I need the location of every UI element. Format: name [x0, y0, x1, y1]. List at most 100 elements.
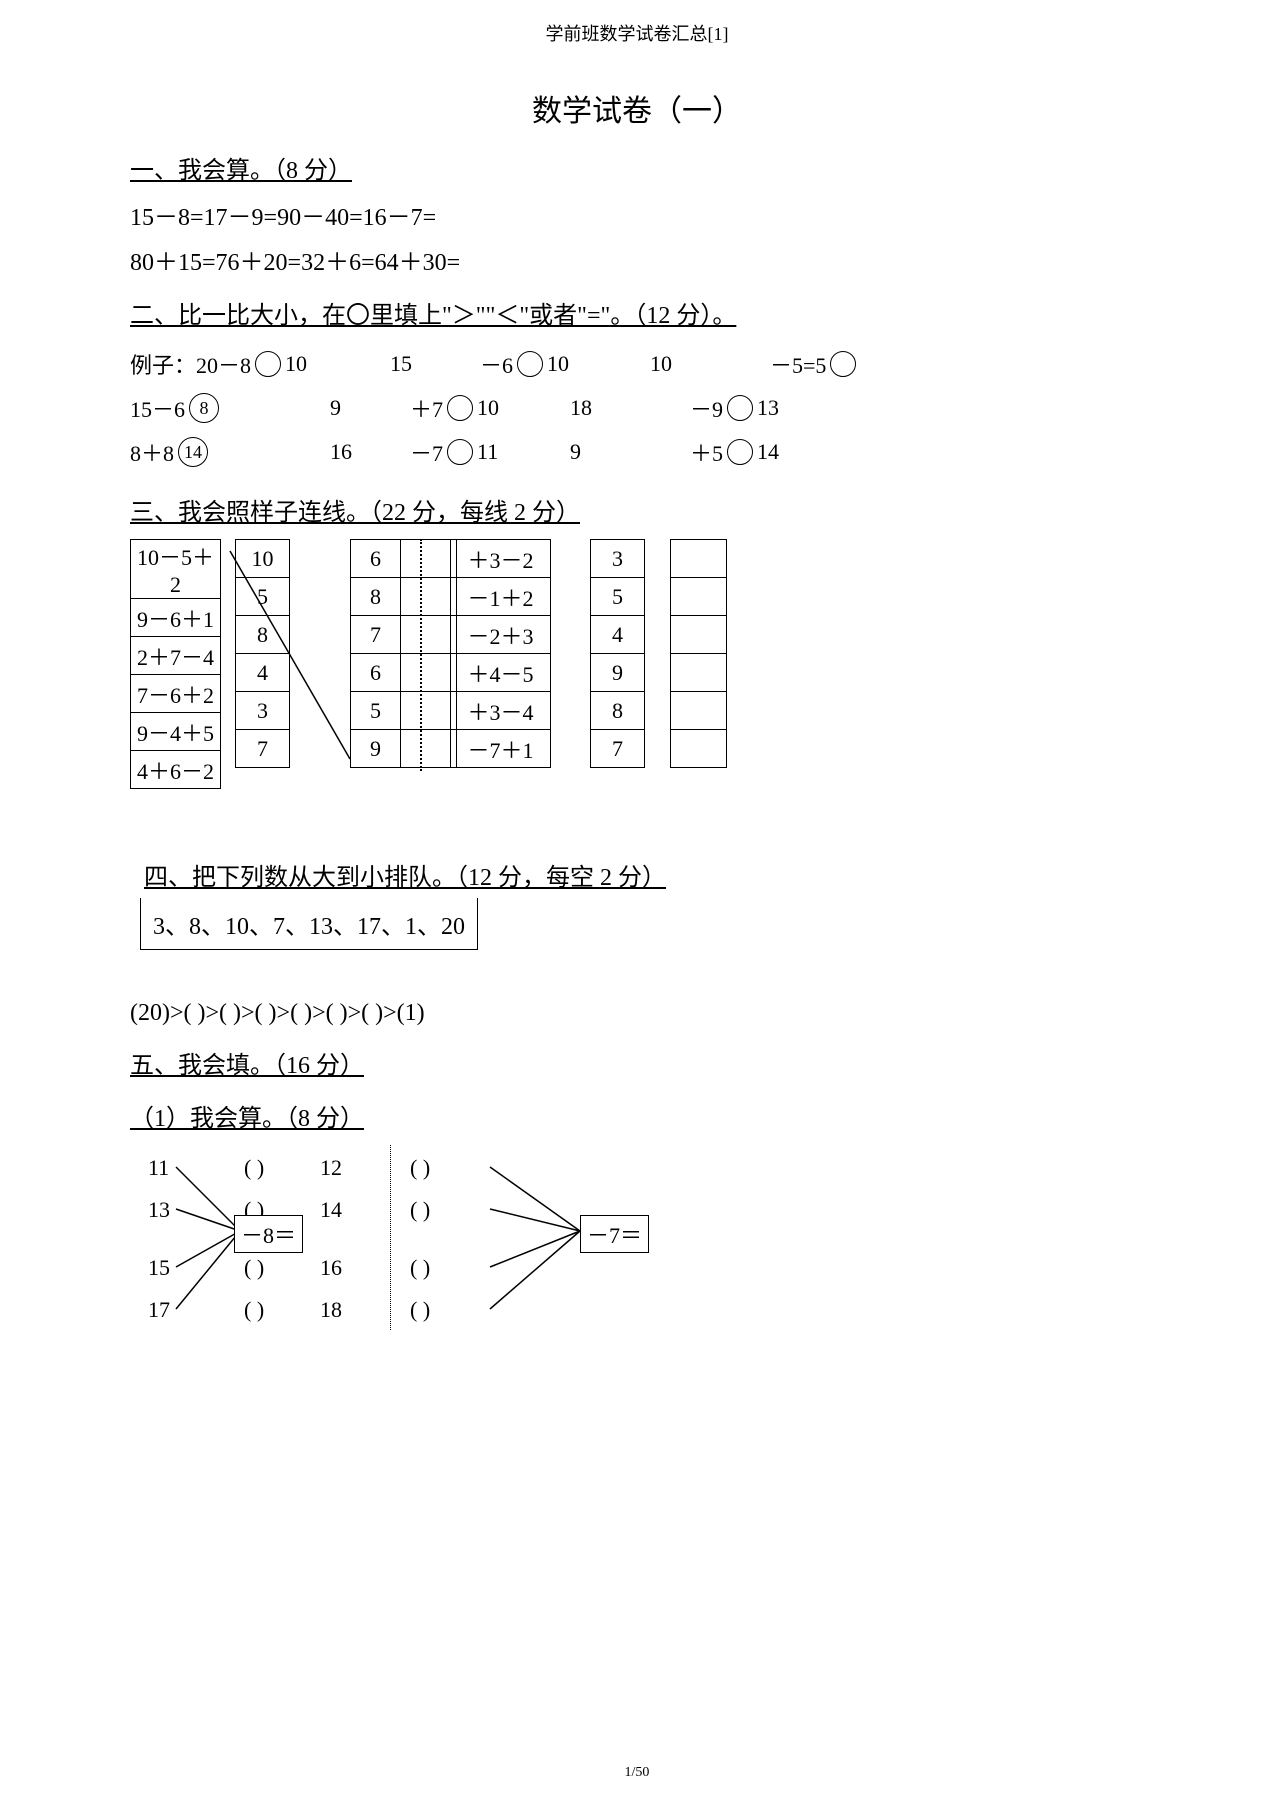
- s2-cell: ＋514: [690, 436, 850, 468]
- s5-left-input: 17: [148, 1297, 170, 1323]
- s5-left-input: 11: [148, 1155, 169, 1181]
- s3-cell: 7: [236, 730, 290, 768]
- s3-cell: －7＋1: [451, 730, 551, 768]
- s5-left-num: 16: [320, 1255, 342, 1281]
- s3-cell: 9: [591, 654, 645, 692]
- s3-cell: [671, 654, 727, 692]
- s5-left-blank: ( ): [244, 1255, 264, 1281]
- compare-circle[interactable]: [727, 439, 753, 465]
- s3-table: [670, 539, 727, 768]
- s4-numbers-box: 3、8、10、7、13、17、1、20: [140, 898, 478, 950]
- section-3-heading: 三、我会照样子连线。（22 分，每线 2 分）: [130, 492, 1144, 527]
- s5-left-blank2: ( ): [410, 1197, 430, 1223]
- s3-cell: －1＋2: [451, 578, 551, 616]
- s3-cell: [401, 654, 457, 692]
- compare-circle[interactable]: [447, 439, 473, 465]
- s3-cell: 2＋7－4: [131, 637, 221, 675]
- s5-left-op: －8＝: [234, 1215, 303, 1253]
- s2-cell: 15－68: [130, 392, 330, 424]
- s3-cell: 3: [591, 540, 645, 578]
- s1-line2: 80＋15=76＋20=32＋6=64＋30=: [130, 242, 1144, 277]
- s2-row: 8＋81416－7119＋514: [130, 430, 1144, 474]
- s3-cell: 4: [591, 616, 645, 654]
- page-title: 数学试卷（一）: [130, 86, 1144, 130]
- doc-header: 学前班数学试卷汇总[1]: [130, 20, 1144, 46]
- s3-divider: [420, 539, 422, 771]
- s2-cell: ＋710: [410, 392, 570, 424]
- s2-cell: 18: [570, 395, 690, 421]
- s3-area: 10－5＋29－6＋12＋7－47－6＋29－4＋54＋6－2105843768…: [130, 539, 1144, 809]
- s3-cell: [401, 540, 457, 578]
- s5-left-input: 15: [148, 1255, 170, 1281]
- s3-table: 10－5＋29－6＋12＋7－47－6＋29－4＋54＋6－2: [130, 539, 221, 789]
- compare-circle[interactable]: [830, 351, 856, 377]
- s3-cell: 10: [236, 540, 290, 578]
- s3-cell: 7－6＋2: [131, 675, 221, 713]
- s3-cell: 10－5＋2: [131, 540, 221, 599]
- s3-table: 687659: [350, 539, 457, 768]
- s3-cell: [401, 692, 457, 730]
- compare-circle[interactable]: [517, 351, 543, 377]
- s2-cell: 16: [330, 439, 410, 465]
- section-1-heading: 一、我会算。（8 分）: [130, 150, 1144, 185]
- s3-cell: [671, 578, 727, 616]
- compare-circle[interactable]: 14: [178, 437, 208, 467]
- s3-table: 354987: [590, 539, 645, 768]
- s2-cell: －711: [410, 436, 570, 468]
- s2-cell: －610: [480, 348, 650, 380]
- s3-cell: 6: [351, 654, 401, 692]
- s3-cell: [401, 730, 457, 768]
- s2-cell: －5=5: [770, 348, 890, 380]
- s2-cell: 9: [570, 439, 690, 465]
- s5-left-blank: ( ): [244, 1297, 264, 1323]
- s3-cell: [401, 578, 457, 616]
- s2-cell: 15: [390, 351, 480, 377]
- s3-cell: 4: [236, 654, 290, 692]
- s4-answer-line: (20)>( )>( )>( )>( )>( )>( )>(1): [130, 1000, 1144, 1027]
- s5-left-input: 13: [148, 1197, 170, 1223]
- s2-cell: －913: [690, 392, 850, 424]
- section-4-heading: 四、把下列数从大到小排队。（12 分，每空 2 分）: [144, 857, 1144, 892]
- s2-row: 例子：20－81015－61010－5=5: [130, 342, 1144, 386]
- s3-cell: ＋3－4: [451, 692, 551, 730]
- s3-cell: 5: [351, 692, 401, 730]
- page-footer: 1/50: [0, 1765, 1274, 1781]
- s3-table: 1058437: [235, 539, 290, 768]
- s2-row: 15－689＋71018－913: [130, 386, 1144, 430]
- s3-cell: 3: [236, 692, 290, 730]
- section-5-heading: 五、我会填。（16 分）: [130, 1045, 1144, 1080]
- s5-left-num: 12: [320, 1155, 342, 1181]
- s3-cell: [671, 616, 727, 654]
- s5-left-num: 14: [320, 1197, 342, 1223]
- s3-table: ＋3－2－1＋2－2＋3＋4－5＋3－4－7＋1: [450, 539, 551, 768]
- s3-cell: ＋3－2: [451, 540, 551, 578]
- s2-cell: 8＋814: [130, 436, 330, 468]
- s2-cell: 例子：20－810: [130, 348, 390, 380]
- s3-cell: [401, 616, 457, 654]
- s2-cell: 10: [650, 351, 770, 377]
- s3-cell: 9－4＋5: [131, 713, 221, 751]
- section-5-sub: （1）我会算。（8 分）: [130, 1098, 1144, 1133]
- s3-cell: 4＋6－2: [131, 751, 221, 789]
- s3-cell: [671, 730, 727, 768]
- compare-circle[interactable]: [447, 395, 473, 421]
- compare-circle[interactable]: [727, 395, 753, 421]
- s3-cell: [671, 692, 727, 730]
- s3-cell: 8: [351, 578, 401, 616]
- s3-cell: 8: [591, 692, 645, 730]
- s5-left-blank: ( ): [244, 1155, 264, 1181]
- s5-left-num: 18: [320, 1297, 342, 1323]
- s3-cell: 9－6＋1: [131, 599, 221, 637]
- s3-cell: 6: [351, 540, 401, 578]
- s3-cell: 5: [591, 578, 645, 616]
- s1-line1: 15－8=17－9=90－40=16－7=: [130, 197, 1144, 232]
- s5-left-blank2: ( ): [410, 1155, 430, 1181]
- compare-circle[interactable]: 8: [189, 393, 219, 423]
- compare-circle[interactable]: [255, 351, 281, 377]
- s5-left-blank2: ( ): [410, 1297, 430, 1323]
- s3-cell: －2＋3: [451, 616, 551, 654]
- s2-grid: 例子：20－81015－61010－5=5 15－68 9＋71018－913 8＋8…: [130, 342, 1144, 474]
- s3-cell: 5: [236, 578, 290, 616]
- s5-dash: [390, 1145, 391, 1330]
- s5-left-blank2: ( ): [410, 1255, 430, 1281]
